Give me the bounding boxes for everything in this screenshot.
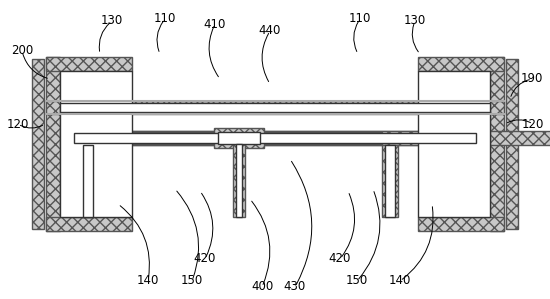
Text: 430: 430 — [284, 280, 306, 294]
Bar — [83, 145, 93, 217]
Bar — [418, 71, 490, 217]
Text: 140: 140 — [389, 274, 411, 288]
Text: 420: 420 — [329, 252, 351, 266]
Bar — [218, 132, 260, 144]
Bar — [118, 131, 550, 145]
Bar — [46, 57, 60, 231]
Text: 110: 110 — [349, 13, 371, 25]
Bar — [214, 128, 264, 148]
Bar — [418, 57, 504, 71]
Text: 150: 150 — [181, 274, 203, 288]
Bar — [96, 133, 116, 143]
Bar — [60, 131, 490, 145]
Bar — [385, 145, 395, 217]
Text: 420: 420 — [194, 252, 216, 266]
Bar — [490, 57, 504, 231]
Text: 150: 150 — [346, 274, 368, 288]
Text: 410: 410 — [204, 18, 226, 30]
Bar — [60, 71, 132, 217]
Text: 440: 440 — [259, 25, 281, 37]
Text: 400: 400 — [251, 280, 273, 294]
Bar — [46, 217, 132, 231]
Bar — [46, 57, 132, 71]
Text: 140: 140 — [137, 274, 159, 288]
Text: 190: 190 — [521, 72, 543, 86]
Bar — [46, 101, 504, 114]
Text: 110: 110 — [154, 13, 176, 25]
Bar — [74, 133, 476, 143]
Text: 130: 130 — [404, 14, 426, 28]
Text: 120: 120 — [7, 118, 29, 130]
Bar — [32, 59, 44, 229]
Bar — [382, 145, 398, 217]
Bar — [233, 144, 245, 217]
Bar — [60, 103, 490, 112]
Bar — [362, 133, 382, 143]
Text: 130: 130 — [101, 14, 123, 28]
Bar — [96, 132, 382, 144]
Text: 120: 120 — [522, 118, 544, 130]
Bar — [236, 144, 242, 217]
Bar — [80, 145, 96, 217]
Bar — [418, 217, 504, 231]
Text: 200: 200 — [11, 45, 33, 57]
Bar — [506, 59, 518, 229]
